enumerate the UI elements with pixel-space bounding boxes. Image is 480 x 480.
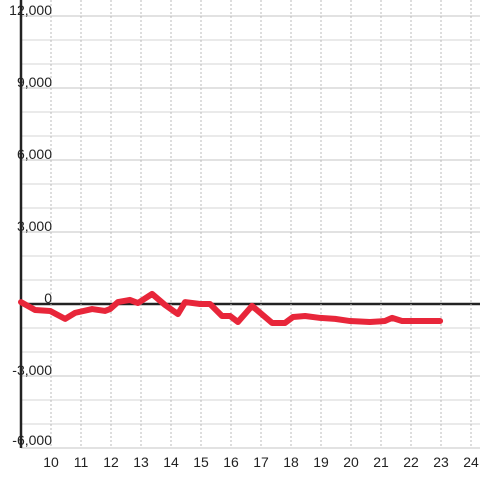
x-tick-label: 22 bbox=[403, 454, 419, 470]
x-tick-label: 21 bbox=[373, 454, 389, 470]
x-tick-label: 10 bbox=[43, 454, 59, 470]
y-tick-label: 3,000 bbox=[17, 218, 52, 234]
data-line bbox=[18, 290, 444, 326]
y-tick-label: -6,000 bbox=[12, 432, 52, 448]
x-tick-label: 15 bbox=[193, 454, 209, 470]
y-tick-label: 12,000 bbox=[9, 2, 52, 18]
x-tick-label: 12 bbox=[103, 454, 119, 470]
y-tick-label: 6,000 bbox=[17, 146, 52, 162]
x-tick-label: 20 bbox=[343, 454, 359, 470]
x-tick-label: 13 bbox=[133, 454, 149, 470]
y-tick-label: -3,000 bbox=[12, 362, 52, 378]
x-tick-label: 19 bbox=[313, 454, 329, 470]
x-tick-label: 23 bbox=[433, 454, 449, 470]
x-tick-label: 24 bbox=[463, 454, 479, 470]
x-tick-label: 14 bbox=[163, 454, 179, 470]
x-tick-label: 11 bbox=[74, 454, 89, 470]
x-tick-label: 16 bbox=[223, 454, 239, 470]
y-tick-label: 0 bbox=[44, 290, 52, 306]
x-tick-label: 18 bbox=[283, 454, 299, 470]
x-tick-label: 17 bbox=[253, 454, 269, 470]
y-tick-label: 9,000 bbox=[17, 74, 52, 90]
